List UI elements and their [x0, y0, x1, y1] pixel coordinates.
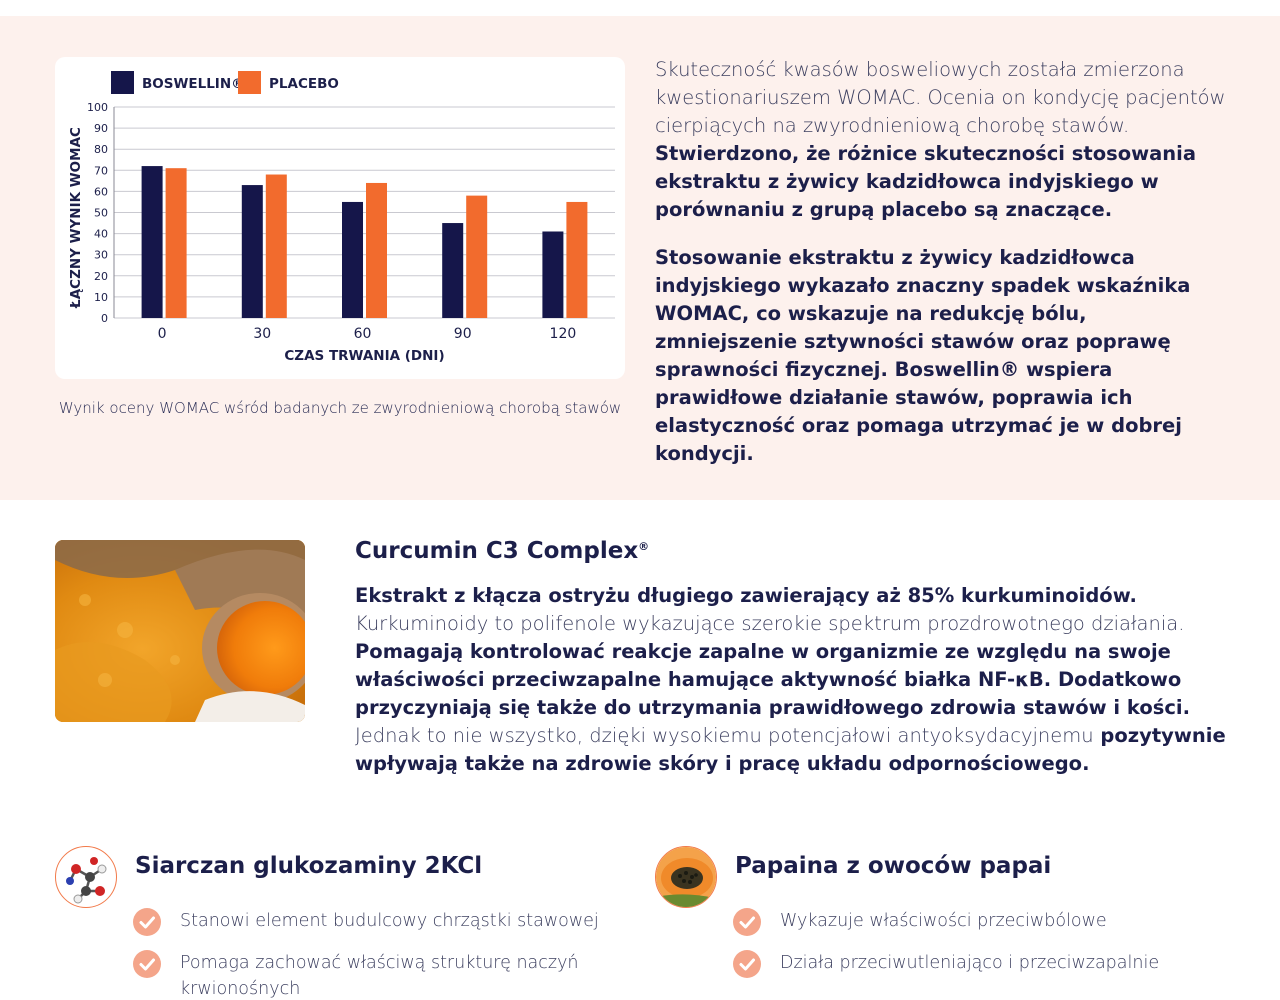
chart-svg: 0 10 20 30 40 50 60 70 80 90 100 0 30 60 90 120 CZAS TRW… [68, 71, 615, 364]
papaya-icon [655, 846, 717, 908]
y-tick-label: 60 [94, 185, 108, 198]
curcumin-b1: Ekstrakt z kłącza ostryżu długiego zawie… [355, 584, 1137, 607]
check-icon [733, 908, 761, 936]
feature-glucosamine-title: Siarczan glukozaminy 2KCl [135, 853, 483, 879]
legend-label: PLACEBO [269, 76, 339, 92]
womac-p1-bold: Stwierdzono, że różnice skuteczności sto… [655, 142, 1197, 221]
molecule-icon [55, 846, 117, 908]
womac-paragraph-1: Skuteczność kwasów bosweliowych została … [655, 56, 1230, 224]
curcumin-b2: Pomagają kontrolować reakcje zapalne w o… [355, 640, 1190, 719]
bar-placebo [566, 201, 588, 318]
list-item: Stanowi element budulcowy chrząstki staw… [133, 908, 613, 936]
list-item: Wykazuje właściwości przeciwbólowe [733, 908, 1213, 936]
y-tick-label: 20 [94, 270, 108, 283]
y-tick-label: 40 [94, 228, 108, 241]
y-tick-label: 90 [94, 122, 108, 135]
legend-swatch [111, 71, 134, 94]
chart-caption: Wynik oceny WOMAC wśród badanych ze zwyr… [58, 399, 622, 417]
curcumin-b3: pozytywnie wpływają także na zdrowie skó… [355, 724, 1226, 775]
list-item-text: Działa przeciwutleniająco i przeciwzapal… [780, 953, 1160, 973]
bar-placebo [366, 182, 387, 318]
curcumin-l1: Kurkuminoidy to polifenole wykazujące sz… [355, 612, 1185, 635]
y-tick-label: 100 [87, 101, 108, 114]
registered-mark: ® [638, 540, 650, 553]
y-axis-title: ŁĄCZNY WYNIK WOMAC [68, 127, 84, 309]
legend-label: BOSWELLIN® [142, 76, 245, 92]
x-axis-title: CZAS TRWANIA (DNI) [284, 348, 444, 364]
y-tick-label: 0 [101, 312, 108, 325]
womac-p1-light: Skuteczność kwasów bosweliowych została … [655, 58, 1226, 137]
y-tick-label: 70 [94, 164, 108, 177]
bar-placebo [466, 195, 488, 318]
x-tick-label: 90 [454, 326, 472, 342]
list-item: Pomaga zachować właściwą strukturę naczy… [133, 950, 613, 1000]
x-tick-label: 60 [354, 326, 372, 342]
check-icon [133, 908, 161, 936]
y-tick-label: 30 [94, 249, 108, 262]
x-tick-label: 0 [158, 326, 167, 342]
y-tick-label: 80 [94, 143, 108, 156]
y-tick-label: 10 [94, 291, 108, 304]
legend-swatch [238, 71, 261, 94]
bar-boswellin [241, 185, 263, 318]
curcumin-l2: Jednak to nie wszystko, dzięki wysokiemu… [355, 724, 1094, 747]
curcumin-description: Ekstrakt z kłącza ostryżu długiego zawie… [355, 582, 1235, 778]
check-icon [733, 950, 761, 978]
womac-paragraph-2: Stosowanie ekstraktu z żywicy kadzidłowc… [655, 246, 1191, 465]
womac-description: Skuteczność kwasów bosweliowych została … [655, 56, 1230, 488]
list-item: Działa przeciwutleniająco i przeciwzapal… [733, 950, 1213, 978]
check-icon [133, 950, 161, 978]
turmeric-image [55, 540, 305, 722]
y-tick-label: 50 [94, 207, 108, 220]
bar-boswellin [542, 231, 564, 318]
list-item-text: Stanowi element budulcowy chrząstki staw… [180, 911, 599, 931]
list-item-text: Pomaga zachować właściwą strukturę naczy… [180, 953, 579, 999]
x-tick-label: 120 [550, 326, 577, 342]
feature-glucosamine-list: Stanowi element budulcowy chrząstki staw… [133, 908, 613, 1000]
bar-placebo [165, 168, 187, 318]
bar-placebo [265, 174, 287, 318]
bar-boswellin [442, 223, 464, 318]
curcumin-title-text: Curcumin C3 Complex [355, 538, 639, 564]
feature-papain-list: Wykazuje właściwości przeciwbólowe Dział… [733, 908, 1213, 992]
bar-boswellin [342, 201, 363, 318]
list-item-text: Wykazuje właściwości przeciwbólowe [780, 911, 1107, 931]
bar-boswellin [141, 166, 163, 318]
womac-chart: 0 10 20 30 40 50 60 70 80 90 100 0 30 60 90 120 CZAS TRW… [55, 57, 625, 379]
feature-papain-title: Papaina z owoców papai [735, 853, 1052, 879]
curcumin-title: Curcumin C3 Complex® [355, 538, 649, 564]
x-tick-label: 30 [253, 326, 271, 342]
